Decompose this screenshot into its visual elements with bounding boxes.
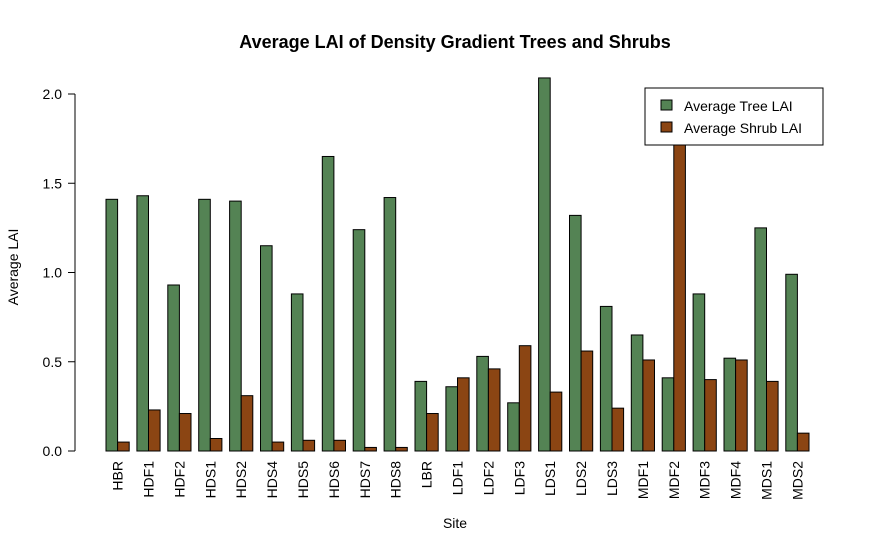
- tree-lai-bar: [723, 357, 737, 452]
- x-tick-label: HDF1: [141, 461, 157, 498]
- x-tick-label: HDS6: [326, 461, 342, 499]
- tree-lai-bar: [321, 155, 335, 452]
- tree-lai-bar: [630, 334, 644, 452]
- legend-swatch-shrub: [660, 121, 673, 133]
- shrub-lai-bar: [209, 438, 223, 452]
- tree-lai-bar: [383, 197, 397, 452]
- shrub-lai-bar: [549, 391, 563, 452]
- x-tick-label: HDS5: [295, 461, 311, 499]
- y-tick-label: 1.5: [43, 175, 63, 191]
- x-tick-label: HDS7: [357, 461, 373, 499]
- tree-lai-bar: [785, 273, 798, 452]
- x-axis-label: Site: [443, 515, 467, 531]
- y-tick-label: 1.0: [43, 265, 63, 281]
- x-tick-label: LDS3: [604, 461, 620, 496]
- legend-box: [644, 87, 824, 146]
- x-tick-label: LDS1: [542, 461, 558, 496]
- shrub-lai-bar: [240, 395, 254, 452]
- chart-title: Average LAI of Density Gradient Trees an…: [239, 32, 670, 52]
- x-tick-label: MDS1: [759, 461, 775, 500]
- shrub-lai-bar: [271, 441, 285, 452]
- shrub-lai-bar: [766, 380, 779, 452]
- shrub-lai-bar: [518, 345, 532, 452]
- x-tick-label: HDF2: [171, 461, 187, 498]
- x-tick-label: HBR: [110, 461, 126, 491]
- legend-label-shrub: Average Shrub LAI: [684, 120, 802, 136]
- shrub-lai-bar: [704, 379, 717, 452]
- shrub-lai-bar: [580, 350, 594, 452]
- x-tick-label: LDF3: [511, 461, 527, 495]
- shrub-lai-bar: [457, 377, 470, 452]
- x-tick-label: MDS2: [789, 461, 805, 500]
- x-tick-label: LDF2: [480, 461, 496, 495]
- y-tick-label: 0.0: [43, 443, 63, 459]
- shrub-lai-bar: [642, 359, 656, 452]
- shrub-lai-bar: [117, 441, 130, 452]
- x-tick-label: LDS2: [573, 461, 589, 496]
- x-tick-label: HDS1: [202, 461, 218, 499]
- shrub-lai-bar: [487, 368, 501, 452]
- x-tick-label: MDF4: [728, 461, 744, 499]
- x-tick-label: HDS8: [388, 461, 404, 499]
- y-tick-label: 2.0: [43, 86, 63, 102]
- shrub-lai-bar: [148, 409, 161, 452]
- tree-lai-bar: [538, 77, 551, 452]
- tree-lai-bar: [569, 214, 582, 452]
- tree-lai-bar: [445, 386, 458, 452]
- x-tick-labels: HBR HDF1 HDF2 HDS1 HDS2 HDS4 HDS5 HDS6 HDS7 HDS8 L…: [110, 461, 806, 500]
- shrub-lai-bar: [796, 432, 810, 452]
- tree-lai-bar: [599, 305, 613, 452]
- bars-group: [105, 77, 810, 452]
- tree-lai-bar: [198, 198, 211, 452]
- tree-lai-bar: [260, 245, 273, 452]
- legend-label-tree: Average Tree LAI: [684, 98, 793, 114]
- x-tick-label: MDF3: [697, 461, 713, 499]
- tree-lai-bar: [507, 402, 520, 452]
- tree-lai-bar: [136, 195, 149, 452]
- tree-lai-bar: [352, 229, 366, 452]
- shrub-lai-bar: [611, 407, 625, 452]
- y-axis-label: Average LAI: [5, 229, 21, 306]
- shrub-lai-bar: [426, 413, 439, 452]
- shrub-lai-bar: [302, 439, 316, 452]
- shrub-lai-bar: [178, 413, 192, 452]
- shrub-lai-bar: [735, 359, 748, 452]
- tree-lai-bar: [290, 293, 304, 452]
- x-tick-label: HDS2: [233, 461, 249, 499]
- shrub-lai-bar: [364, 446, 377, 452]
- x-tick-label: LDF1: [450, 461, 466, 495]
- legend-swatch-tree: [660, 99, 673, 111]
- tree-lai-bar: [167, 284, 180, 452]
- tree-lai-bar: [476, 355, 489, 452]
- shrub-lai-bar: [673, 143, 686, 452]
- x-tick-label: HDS4: [264, 461, 280, 499]
- x-tick-label: MDF1: [635, 461, 651, 499]
- shrub-lai-bar: [333, 439, 346, 452]
- x-tick-label: LBR: [419, 461, 435, 488]
- legend: Average Tree LAI Average Shrub LAI: [644, 87, 824, 146]
- tree-lai-bar: [692, 293, 706, 452]
- tree-lai-bar: [229, 200, 242, 452]
- y-axis: 0.0 0.5 1.0 1.5 2.0: [43, 86, 76, 459]
- x-tick-label: MDF2: [666, 461, 682, 499]
- y-tick-label: 0.5: [43, 354, 63, 370]
- tree-lai-bar: [661, 377, 675, 452]
- tree-lai-bar: [754, 227, 768, 452]
- tree-lai-bar: [414, 380, 428, 452]
- shrub-lai-bar: [395, 446, 408, 452]
- tree-lai-bar: [105, 198, 119, 452]
